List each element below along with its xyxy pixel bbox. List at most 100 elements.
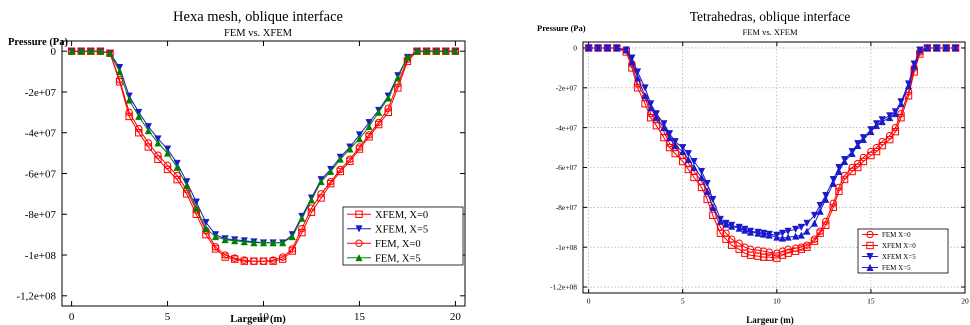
- legend-label: XFEM X=5: [882, 253, 916, 261]
- data-point: [384, 104, 392, 112]
- data-point: [816, 207, 824, 215]
- data-point: [192, 204, 200, 212]
- data-point: [327, 167, 335, 175]
- data-point: [840, 175, 849, 184]
- data-point: [67, 47, 76, 55]
- data-point: [810, 237, 819, 245]
- data-point: [784, 249, 792, 257]
- data-point: [671, 149, 679, 158]
- data-point: [259, 239, 268, 247]
- data-point: [773, 233, 781, 241]
- data-point: [784, 227, 792, 236]
- chart-panel-2: Tetrahedras, oblique interface FEM vs. XF…: [537, 9, 969, 325]
- series-line: [588, 47, 956, 239]
- data-point: [633, 74, 642, 82]
- data-point: [765, 253, 773, 261]
- y-tick-label: -2e+07: [556, 83, 578, 92]
- x-tick-label: 10: [258, 311, 270, 323]
- y-tick-label: -4e+07: [25, 128, 57, 140]
- data-point: [859, 157, 868, 166]
- data-point: [848, 167, 856, 176]
- data-point: [269, 256, 277, 264]
- data-point: [317, 190, 325, 198]
- data-point: [867, 151, 875, 160]
- y-tick-label: -2e+07: [25, 87, 57, 99]
- data-point: [211, 232, 220, 241]
- data-point: [211, 245, 220, 253]
- data-point: [671, 141, 679, 150]
- data-point: [240, 256, 249, 264]
- data-point: [647, 103, 655, 112]
- data-point: [784, 245, 792, 253]
- legend-label: XFEM, X=5: [375, 224, 428, 235]
- data-point: [910, 62, 918, 70]
- data-point: [413, 47, 421, 55]
- data-point: [904, 82, 913, 90]
- legend: XFEM, X=0 XFEM, X=5 FEM, X=0 FEM, X=5: [342, 206, 464, 266]
- data-point: [144, 126, 152, 135]
- data-point: [803, 227, 811, 235]
- data-point: [135, 124, 143, 133]
- data-point: [355, 135, 364, 143]
- data-point: [859, 153, 868, 162]
- data-point: [872, 147, 881, 156]
- data-point: [375, 108, 383, 116]
- data-point: [115, 67, 124, 76]
- legend-label: XFEM X=0: [882, 242, 916, 250]
- data-point: [231, 254, 239, 262]
- data-point: [923, 44, 931, 52]
- data-point: [173, 171, 181, 180]
- data-point: [250, 239, 258, 247]
- data-point: [278, 255, 287, 263]
- x-tick-label: 10: [773, 297, 781, 306]
- data-point: [298, 224, 306, 233]
- data-point: [716, 229, 725, 237]
- data-point: [665, 130, 674, 138]
- data-point: [144, 139, 153, 147]
- data-point: [394, 73, 402, 82]
- data-point: [355, 131, 364, 139]
- data-point: [754, 252, 762, 260]
- data-point: [765, 248, 773, 256]
- data-point: [803, 219, 811, 228]
- data-point: [633, 84, 642, 92]
- series-line: [71, 50, 456, 262]
- data-point: [760, 230, 768, 238]
- legend-swatch-marker: [866, 241, 874, 250]
- x-axis-label: Largeur (m): [230, 314, 286, 325]
- data-point: [916, 46, 924, 54]
- y-tick-label: -1e+08: [556, 243, 578, 252]
- data-point: [778, 234, 787, 242]
- data-point: [154, 139, 162, 147]
- data-point: [628, 58, 636, 66]
- legend-swatch-marker: [355, 239, 363, 247]
- data-point: [784, 233, 792, 241]
- data-point: [829, 179, 837, 187]
- legend-label: FEM, X=0: [375, 239, 421, 250]
- series-line: [588, 47, 956, 259]
- x-tick-label: 5: [681, 297, 685, 306]
- data-point: [613, 44, 621, 52]
- legend-label: FEM X=5: [882, 264, 911, 272]
- data-point: [897, 99, 905, 108]
- data-point: [163, 161, 172, 170]
- data-point: [202, 218, 210, 227]
- data-point: [652, 113, 660, 122]
- data-point: [202, 224, 210, 232]
- data-point: [288, 245, 296, 253]
- data-point: [735, 224, 743, 232]
- data-point: [810, 211, 819, 220]
- series-4: [67, 47, 460, 247]
- data-point: [365, 131, 373, 139]
- data-point: [778, 229, 787, 237]
- data-point: [891, 127, 900, 136]
- data-point: [192, 198, 200, 206]
- data-point: [791, 247, 800, 255]
- data-point: [797, 223, 805, 232]
- data-point: [810, 219, 819, 227]
- y-tick-label: -6e+07: [556, 163, 578, 172]
- series-line: [588, 47, 956, 254]
- y-axis-label: Pressure (Pa): [537, 23, 586, 33]
- data-point: [859, 135, 867, 144]
- data-point: [728, 222, 736, 230]
